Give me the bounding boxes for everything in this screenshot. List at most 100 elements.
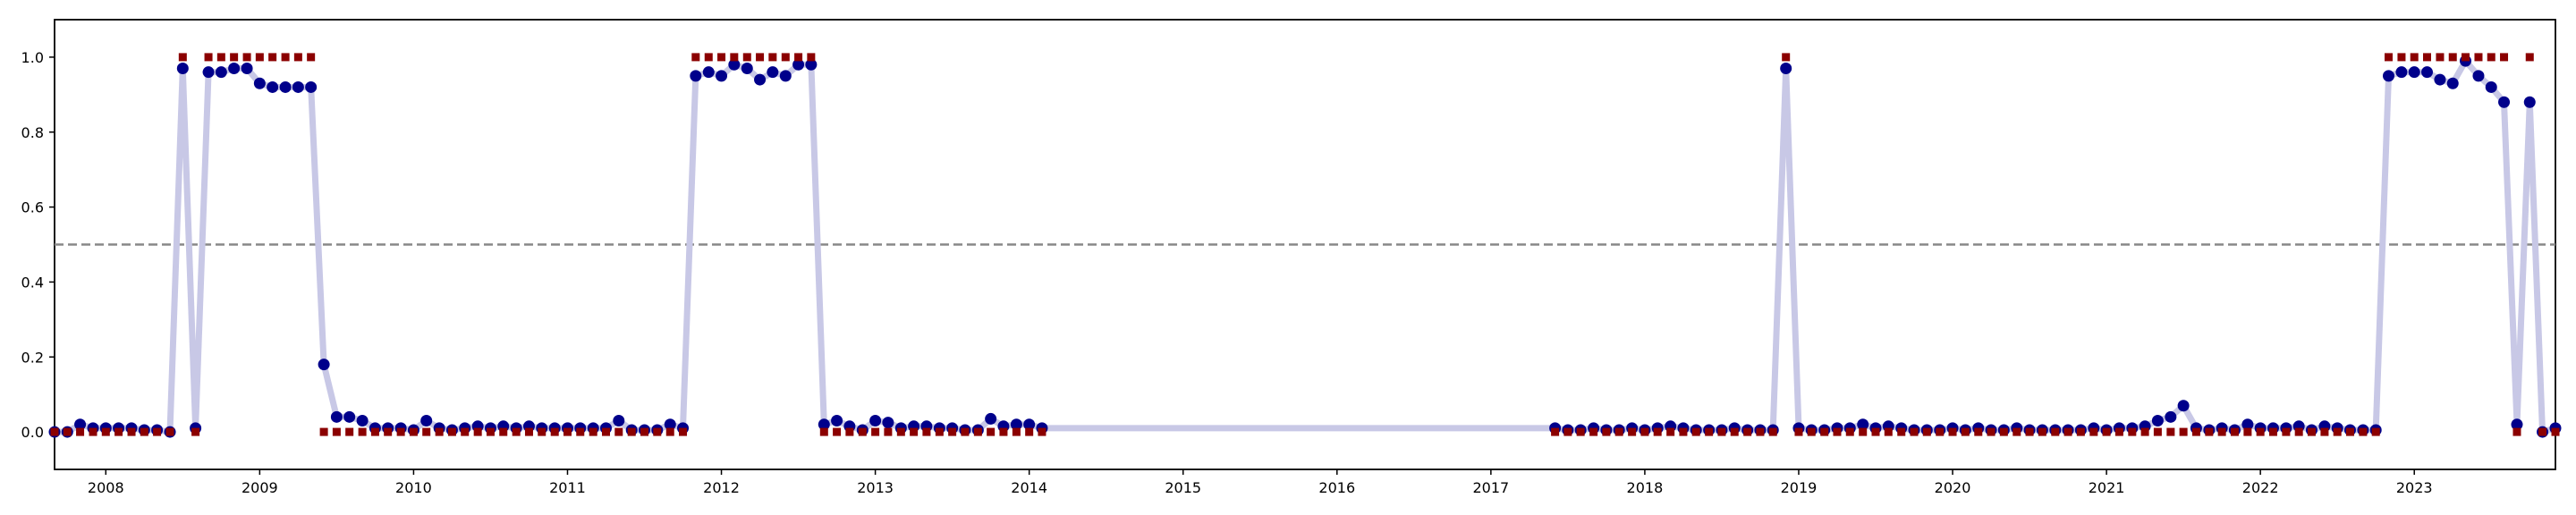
label-marker <box>2384 53 2393 62</box>
label-marker <box>345 427 354 436</box>
point <box>805 58 818 71</box>
label-marker <box>756 53 765 62</box>
x-tick-label: 2017 <box>1472 479 1509 496</box>
label-marker <box>2012 427 2021 436</box>
x-tick-label: 2016 <box>1318 479 1355 496</box>
label-marker <box>1038 427 1046 436</box>
point <box>767 66 779 79</box>
point <box>690 70 702 82</box>
label-marker <box>2217 427 2226 436</box>
label-marker <box>127 427 136 436</box>
point <box>2446 77 2459 89</box>
point <box>330 410 343 423</box>
label-marker <box>307 53 316 62</box>
label-marker <box>2551 427 2560 436</box>
point <box>792 58 805 71</box>
x-tick-label: 2020 <box>1935 479 1971 496</box>
label-marker <box>2268 427 2277 436</box>
y-tick-label: 0.2 <box>21 349 44 366</box>
label-marker <box>50 427 59 436</box>
label-marker <box>1551 427 1560 436</box>
label-marker <box>1614 427 1623 436</box>
label-marker <box>2538 427 2547 436</box>
label-marker <box>422 427 431 436</box>
label-marker <box>293 53 302 62</box>
point <box>279 80 292 93</box>
label-marker <box>2102 427 2111 436</box>
label-marker <box>1987 427 1996 436</box>
label-marker <box>1025 427 1034 436</box>
y-tick-label: 1.0 <box>21 49 44 66</box>
label-marker <box>717 53 726 62</box>
label-marker <box>2179 427 2188 436</box>
label-marker <box>2153 427 2162 436</box>
label-marker <box>1871 427 1880 436</box>
y-tick-label: 0.0 <box>21 424 44 441</box>
point <box>305 80 318 93</box>
label-marker <box>1859 427 1868 436</box>
x-tick-label: 2023 <box>2396 479 2433 496</box>
label-marker <box>2462 53 2470 62</box>
label-marker <box>768 53 777 62</box>
x-tick-label: 2013 <box>857 479 894 496</box>
point <box>253 77 266 89</box>
label-marker <box>140 427 148 436</box>
label-marker <box>370 427 379 436</box>
label-marker <box>2410 53 2419 62</box>
label-marker <box>524 427 533 436</box>
label-marker <box>987 427 996 436</box>
label-marker <box>550 427 559 436</box>
point <box>228 62 241 74</box>
label-marker <box>281 53 290 62</box>
label-marker <box>409 427 418 436</box>
point <box>215 66 227 79</box>
label-marker <box>153 427 162 436</box>
label-marker <box>2359 427 2368 436</box>
point <box>869 415 882 427</box>
label-marker <box>1807 427 1816 436</box>
point <box>741 62 753 74</box>
x-tick-label: 2011 <box>549 479 586 496</box>
label-marker <box>691 53 700 62</box>
label-marker <box>114 427 123 436</box>
point <box>1780 62 1792 74</box>
point <box>2498 96 2511 108</box>
label-marker <box>2307 427 2316 436</box>
label-marker <box>435 427 444 436</box>
label-marker <box>1910 427 1919 436</box>
label-marker <box>2025 427 2034 436</box>
label-marker <box>101 427 110 436</box>
label-marker <box>884 427 893 436</box>
label-marker <box>461 427 470 436</box>
x-tick-label: 2014 <box>1011 479 1047 496</box>
label-marker <box>1563 427 1572 436</box>
label-marker <box>1961 427 1970 436</box>
label-marker <box>2076 427 2085 436</box>
point <box>754 73 767 86</box>
label-marker <box>2345 427 2354 436</box>
label-marker <box>1653 427 1662 436</box>
label-marker <box>2333 427 2342 436</box>
label-marker <box>1820 427 1829 436</box>
point <box>2472 70 2485 82</box>
label-marker <box>1833 427 1842 436</box>
label-marker <box>2191 427 2200 436</box>
point <box>1023 418 1036 431</box>
label-marker <box>589 427 597 436</box>
point <box>2523 96 2536 108</box>
label-marker <box>627 427 636 436</box>
point <box>882 417 894 429</box>
label-marker <box>178 53 187 62</box>
point <box>1010 418 1022 431</box>
label-marker <box>730 53 739 62</box>
label-marker <box>1936 427 1945 436</box>
y-tick-label: 0.8 <box>21 124 44 141</box>
x-tick-label: 2021 <box>2089 479 2125 496</box>
label-marker <box>845 427 854 436</box>
label-marker <box>1602 427 1611 436</box>
label-marker <box>653 427 662 436</box>
point <box>1857 418 1869 431</box>
label-marker <box>2294 427 2303 436</box>
label-marker <box>640 427 649 436</box>
